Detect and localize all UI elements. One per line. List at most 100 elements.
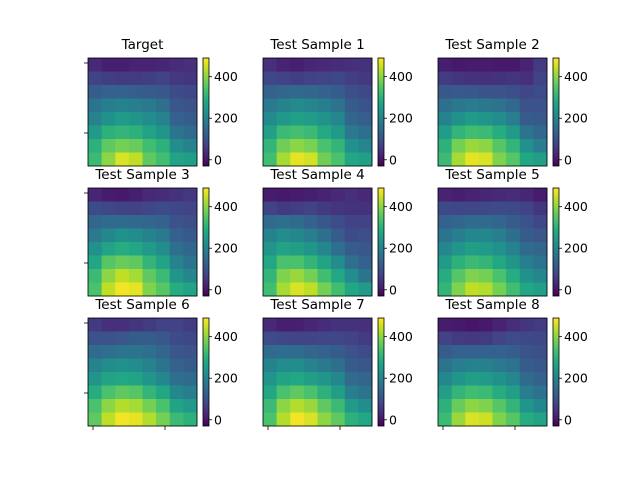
heatmap-cell — [533, 98, 548, 113]
heatmap-cell — [358, 112, 373, 126]
heatmap-cell — [115, 269, 130, 283]
heatmap-cell — [156, 269, 171, 283]
heatmap-cell — [492, 98, 507, 113]
heatmap-cell — [115, 358, 130, 373]
heatmap-cell — [317, 188, 332, 202]
heatmap-cell — [101, 112, 116, 126]
heatmap-cell — [169, 399, 184, 413]
heatmap-cell — [169, 228, 184, 243]
heatmap-cell — [331, 255, 346, 270]
heatmap-cell — [492, 58, 507, 72]
heatmap-cell — [156, 112, 171, 126]
heatmap-cell — [101, 318, 116, 332]
panel-7: Test Sample 6 0 200 400 — [84, 297, 238, 430]
heatmap-cell — [331, 385, 346, 400]
colorbar-tick-label: 400 — [564, 329, 588, 344]
heatmap-cell — [344, 85, 359, 99]
heatmap-cell — [533, 331, 548, 346]
heatmap-cell — [478, 112, 493, 126]
heatmap-cell — [465, 188, 480, 202]
heatmap-cell — [519, 215, 534, 229]
heatmap-cell — [465, 242, 480, 256]
heatmap-cell — [331, 125, 346, 140]
heatmap-cell — [290, 318, 305, 332]
heatmap-cell — [506, 269, 521, 283]
colorbar-tick-label: 0 — [564, 152, 572, 167]
heatmap-cell — [88, 372, 103, 386]
heatmap-cell — [506, 125, 521, 140]
heatmap-cell — [101, 228, 116, 243]
heatmap-cell — [465, 98, 480, 113]
heatmap-cell — [156, 385, 171, 400]
heatmap-cell — [344, 331, 359, 346]
heatmap-cell — [290, 242, 305, 256]
heatmap-cell — [156, 228, 171, 243]
heatmap-cell — [290, 85, 305, 99]
colorbar-tick-label: 200 — [564, 241, 588, 256]
heatmap-cell — [128, 318, 143, 332]
heatmap-cell — [101, 282, 116, 297]
heatmap-cell — [344, 215, 359, 229]
heatmap-cell — [276, 58, 291, 72]
heatmap-cell — [142, 385, 157, 400]
heatmap-cell — [156, 345, 171, 359]
colorbar-tick-label: 0 — [564, 282, 572, 297]
heatmap-cell — [101, 98, 116, 113]
heatmap-cell — [101, 71, 116, 86]
heatmap-cell — [101, 58, 116, 72]
heatmap-cell — [465, 139, 480, 153]
heatmap-cell — [438, 412, 453, 427]
heatmap-cell — [183, 139, 198, 153]
colorbar-tick-label: 400 — [214, 69, 238, 84]
colorbar — [378, 318, 384, 426]
heatmap-cell — [358, 399, 373, 413]
colorbar-frame — [377, 317, 385, 427]
heatmap-cell — [331, 98, 346, 113]
heatmap-cell — [533, 71, 548, 86]
heatmap-cell — [303, 152, 318, 167]
heatmap-cell — [290, 58, 305, 72]
heatmap-cell — [183, 125, 198, 140]
heatmap-cell — [128, 58, 143, 72]
colorbar-frame — [202, 187, 210, 297]
heatmap-cell — [451, 269, 466, 283]
heatmap-cell — [101, 358, 116, 373]
heatmap-cell — [276, 345, 291, 359]
heatmap-cell — [506, 282, 521, 297]
heatmap-cell — [276, 139, 291, 153]
heatmap-cell — [88, 358, 103, 373]
heatmap-cell — [451, 412, 466, 427]
heatmap-cell — [506, 399, 521, 413]
heatmap-cell — [344, 139, 359, 153]
heatmap-cell — [263, 58, 278, 72]
heatmap-cell — [101, 385, 116, 400]
heatmap-cell — [317, 228, 332, 243]
heatmap-cell — [358, 385, 373, 400]
heatmap-cell — [276, 85, 291, 99]
heatmap-cell — [317, 71, 332, 86]
heatmap-cell — [183, 201, 198, 216]
heatmap-cell — [533, 269, 548, 283]
heatmap-cell — [115, 215, 130, 229]
heatmap-cell — [344, 58, 359, 72]
heatmap-cell — [519, 282, 534, 297]
heatmap-cell — [451, 242, 466, 256]
heatmap-cell — [331, 201, 346, 216]
heatmap-cell — [142, 201, 157, 216]
heatmap-cell — [317, 215, 332, 229]
heatmap-cell — [88, 345, 103, 359]
heatmap-cell — [115, 139, 130, 153]
heatmap-cell — [438, 385, 453, 400]
heatmap-cell — [156, 201, 171, 216]
heatmap-cell — [303, 125, 318, 140]
heatmap-cell — [465, 412, 480, 427]
heatmap-cell — [276, 282, 291, 297]
heatmap-cell — [519, 71, 534, 86]
heatmap-cell — [492, 112, 507, 126]
heatmap-cell — [263, 269, 278, 283]
heatmap-cell — [519, 358, 534, 373]
heatmap-cell — [519, 112, 534, 126]
heatmap-cell — [303, 412, 318, 427]
heatmap-cell — [290, 412, 305, 427]
heatmap-cell — [465, 399, 480, 413]
